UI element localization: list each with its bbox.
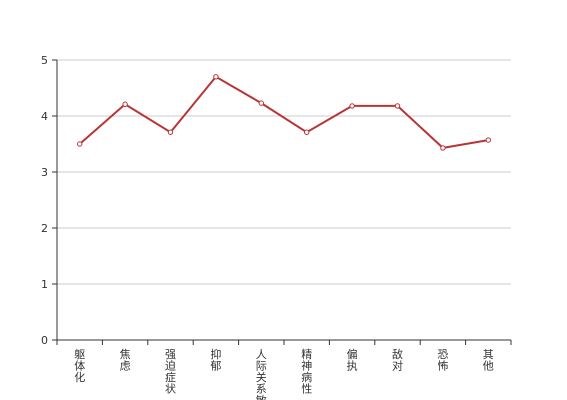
- data-point: [258, 100, 264, 106]
- x-tick-label: 人际关系敏感: [256, 348, 267, 400]
- data-point: [213, 74, 219, 80]
- y-tick-label: 1: [41, 278, 48, 291]
- data-point: [440, 145, 446, 151]
- data-point: [394, 103, 401, 109]
- x-tick-label: 躯体化: [74, 348, 85, 384]
- data-point: [349, 103, 355, 109]
- y-tick-label: 4: [41, 110, 48, 123]
- y-tick-label: 0: [41, 334, 48, 347]
- data-point: [77, 141, 83, 147]
- x-tick-label: 焦虑: [120, 348, 131, 373]
- x-tick-label: 偏执: [347, 347, 358, 373]
- x-tick-label: 精神病性: [301, 348, 312, 396]
- y-tick-label: 5: [41, 54, 48, 67]
- x-tick-label: 敌对: [392, 347, 403, 373]
- data-point: [304, 129, 310, 135]
- data-point: [167, 129, 174, 135]
- data-point: [122, 101, 128, 107]
- y-tick-label: 2: [41, 222, 48, 235]
- x-tick-label: 强迫症状: [165, 348, 176, 396]
- series-line: [79, 75, 489, 149]
- x-tick-label: 恐怖: [437, 348, 448, 373]
- data-point: [485, 137, 491, 143]
- x-tick-label: 抑郁: [210, 347, 221, 373]
- x-tick-label: 其他: [483, 348, 494, 373]
- y-tick-label: 3: [41, 166, 48, 179]
